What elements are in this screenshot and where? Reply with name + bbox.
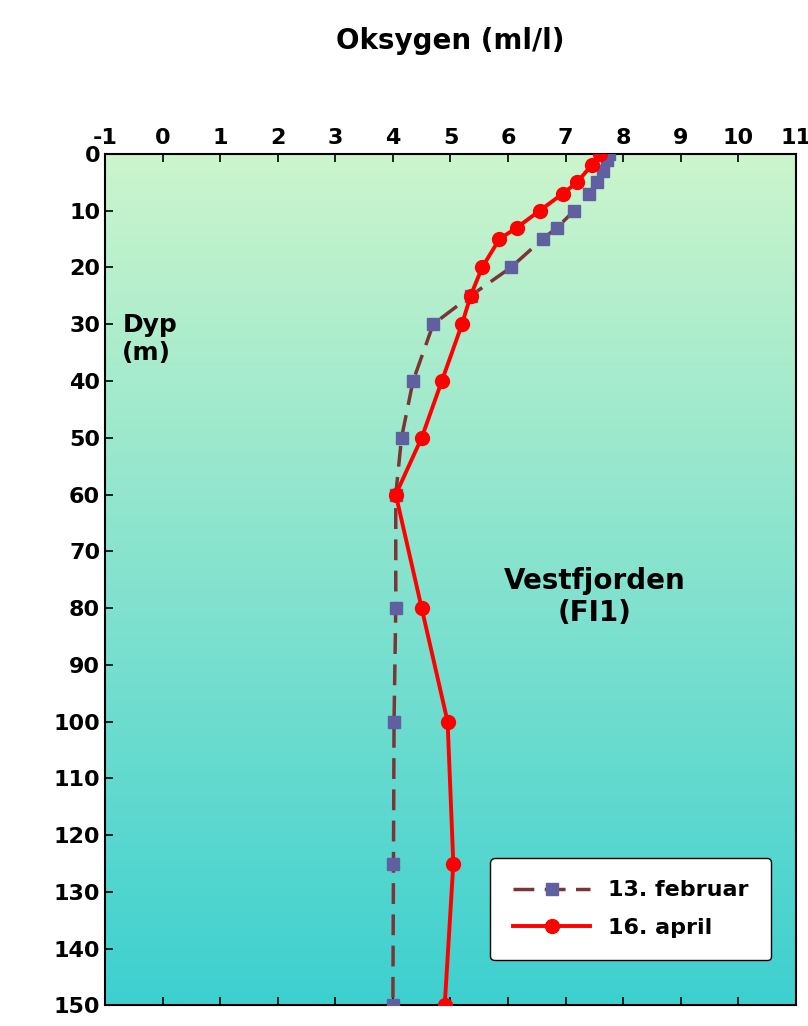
13. februar — [397, 432, 406, 444]
13. februar — [592, 176, 602, 189]
Text: 8: 8 — [616, 128, 631, 148]
Line: 16. april: 16. april — [389, 147, 607, 1013]
16. april — [437, 374, 447, 387]
Text: 4: 4 — [385, 128, 401, 148]
13. februar — [389, 858, 398, 870]
16. april — [448, 858, 458, 870]
13. februar — [598, 165, 608, 177]
13. februar — [583, 188, 593, 200]
Text: 7: 7 — [558, 128, 574, 148]
Text: 9: 9 — [673, 128, 688, 148]
16. april — [535, 204, 545, 216]
Text: Vestfjorden
(FI1): Vestfjorden (FI1) — [503, 566, 685, 627]
16. april — [494, 233, 504, 245]
16. april — [391, 488, 401, 501]
Text: 6: 6 — [500, 128, 516, 148]
13. februar — [391, 488, 401, 501]
16. april — [417, 432, 427, 444]
16. april — [465, 289, 475, 302]
16. april — [443, 715, 452, 727]
13. februar — [604, 148, 613, 160]
16. april — [587, 159, 596, 171]
Text: Oksygen (ml/l): Oksygen (ml/l) — [336, 27, 565, 55]
Text: 11: 11 — [781, 128, 808, 148]
16. april — [558, 188, 567, 200]
13. februar — [506, 262, 516, 274]
Text: 1: 1 — [213, 128, 228, 148]
Text: 10: 10 — [722, 128, 754, 148]
Text: 3: 3 — [327, 128, 343, 148]
13. februar — [465, 289, 475, 302]
13. februar — [538, 233, 548, 245]
13. februar — [408, 374, 418, 387]
Line: 13. februar: 13. februar — [387, 149, 614, 1011]
13. februar — [391, 602, 401, 615]
Text: -1: -1 — [93, 128, 117, 148]
Text: 2: 2 — [270, 128, 285, 148]
16. april — [417, 602, 427, 615]
13. februar — [428, 318, 438, 330]
16. april — [572, 176, 582, 189]
16. april — [478, 262, 487, 274]
Legend: 13. februar, 16. april: 13. februar, 16. april — [490, 858, 771, 960]
13. februar — [552, 222, 562, 234]
16. april — [440, 999, 449, 1012]
16. april — [511, 222, 521, 234]
Text: 0: 0 — [155, 128, 170, 148]
16. april — [595, 148, 605, 160]
13. februar — [388, 999, 398, 1012]
Text: Dyp
(m): Dyp (m) — [122, 313, 177, 364]
13. februar — [602, 154, 612, 166]
16. april — [457, 318, 467, 330]
13. februar — [389, 715, 399, 727]
13. februar — [570, 204, 579, 216]
Text: 5: 5 — [443, 128, 458, 148]
